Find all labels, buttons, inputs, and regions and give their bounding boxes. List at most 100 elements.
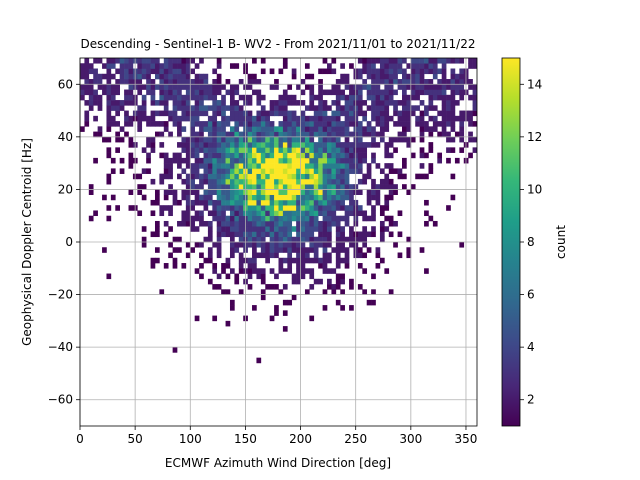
heatmap-cell [357, 136, 363, 143]
heatmap-cell [322, 68, 328, 75]
heatmap-cell [168, 73, 173, 80]
heatmap-cell [384, 110, 390, 117]
heatmap-cell [313, 163, 319, 169]
heatmap-cell [274, 105, 279, 111]
heatmap-cell [287, 110, 293, 117]
heatmap-cell [309, 136, 315, 143]
heatmap-cell [388, 152, 394, 159]
heatmap-cell [318, 231, 323, 238]
heatmap-cell [84, 68, 90, 75]
heatmap-cell [282, 100, 288, 106]
heatmap-cell [340, 273, 345, 280]
heatmap-cell [309, 178, 315, 185]
heatmap-cell [137, 121, 143, 127]
heatmap-cell [88, 84, 94, 90]
heatmap-cell [296, 257, 301, 264]
heatmap-cell [388, 184, 394, 190]
heatmap-cell [212, 100, 218, 106]
heatmap-cell [199, 105, 204, 111]
heatmap-cell [287, 231, 293, 238]
heatmap-cell [450, 89, 456, 96]
heatmap-cell [454, 58, 460, 64]
heatmap-cell [247, 263, 253, 269]
heatmap-cell [318, 152, 323, 159]
heatmap-cell [238, 94, 244, 101]
heatmap-cell [379, 168, 385, 174]
heatmap-cell [454, 100, 460, 106]
heatmap-cell [349, 94, 354, 101]
heatmap-cell [327, 189, 332, 195]
heatmap-cell [181, 94, 187, 101]
heatmap-cell [362, 110, 368, 117]
heatmap-cell [335, 178, 341, 185]
heatmap-cell [309, 100, 315, 106]
heatmap-cell [371, 157, 376, 164]
heatmap-cell [203, 142, 209, 148]
x-tick-label: 100 [179, 432, 202, 446]
heatmap-cell [269, 152, 275, 159]
heatmap-cell [406, 252, 412, 259]
heatmap-cell [388, 63, 394, 69]
heatmap-cell [287, 178, 293, 185]
heatmap-cell [229, 215, 235, 222]
heatmap-cell [234, 115, 240, 122]
heatmap-cell [181, 194, 187, 201]
heatmap-cell [207, 142, 213, 148]
heatmap-cell [177, 115, 182, 122]
heatmap-cell [300, 226, 306, 232]
heatmap-cell [225, 215, 231, 222]
heatmap-cell [216, 131, 222, 138]
heatmap-cell [115, 68, 120, 75]
heatmap-cell [102, 84, 107, 90]
heatmap-cell [318, 210, 323, 217]
heatmap-cell [331, 100, 337, 106]
heatmap-cell [185, 68, 191, 75]
heatmap-cell [128, 152, 134, 159]
heatmap-cell [274, 220, 279, 227]
heatmap-cell [472, 58, 477, 64]
heatmap-cell [335, 220, 341, 227]
heatmap-cell [207, 173, 213, 180]
heatmap-cell [454, 115, 460, 122]
heatmap-cell [304, 157, 310, 164]
heatmap-cell [428, 147, 434, 153]
heatmap-cell [252, 210, 257, 217]
heatmap-cell [318, 263, 323, 269]
heatmap-cell [446, 131, 451, 138]
heatmap-cell [216, 110, 222, 117]
heatmap-cell [265, 184, 270, 190]
heatmap-cell [207, 194, 213, 201]
heatmap-cell [88, 94, 94, 101]
heatmap-cell [287, 147, 293, 153]
heatmap-cell [203, 126, 209, 132]
heatmap-cell [304, 215, 310, 222]
heatmap-cell [309, 210, 315, 217]
heatmap-cell [229, 205, 235, 211]
heatmap-cell [300, 142, 306, 148]
heatmap-cell [402, 100, 407, 106]
heatmap-cell [362, 289, 368, 295]
heatmap-cell [287, 236, 293, 243]
heatmap-cell [274, 131, 279, 138]
heatmap-cell [309, 147, 315, 153]
heatmap-cell [256, 110, 262, 117]
heatmap-cell [150, 100, 156, 106]
heatmap-cell [238, 252, 244, 259]
heatmap-cell [362, 236, 368, 243]
heatmap-cell [327, 242, 332, 248]
heatmap-cell [415, 105, 420, 111]
heatmap-cell [304, 152, 310, 159]
heatmap-cell [234, 205, 240, 211]
heatmap-cell [282, 131, 288, 138]
heatmap-cell [318, 242, 323, 248]
heatmap-cell [212, 284, 218, 290]
heatmap-cell [221, 94, 226, 101]
heatmap-cell [185, 115, 191, 122]
heatmap-cell [322, 205, 328, 211]
heatmap-cell [163, 163, 169, 169]
heatmap-cell [185, 252, 191, 259]
heatmap-cell [269, 121, 275, 127]
heatmap-cell [203, 136, 209, 143]
heatmap-cell [379, 100, 385, 106]
heatmap-cell [291, 121, 297, 127]
